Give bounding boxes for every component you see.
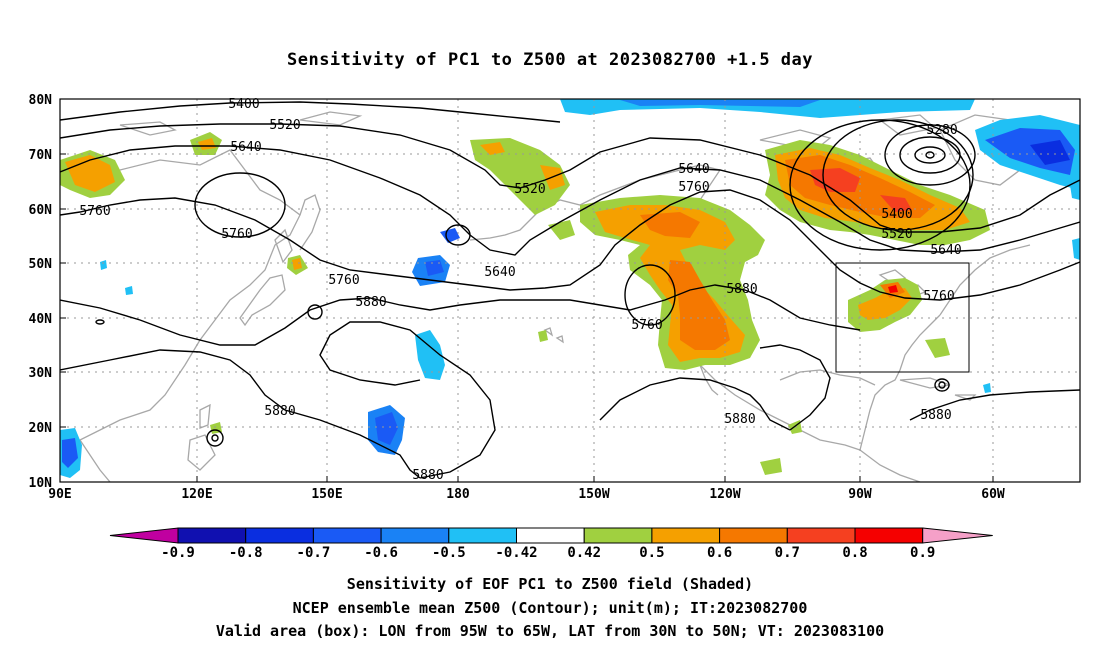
caption-line-2: NCEP ensemble mean Z500 (Contour); unit(… [292,599,808,617]
colorbar-tick-label: -0.7 [296,545,331,561]
colorbar [109,527,993,544]
lon-label: 150E [311,487,342,502]
longitude-labels: 90E 120E 150E 180 150W 120W 90W 60W [48,487,1005,502]
contour-label: 5280 [926,123,957,138]
contour-label: 5520 [514,182,545,197]
contour-label: 5640 [678,162,709,177]
contour-label: 5400 [881,207,912,222]
colorbar-max-arrow [922,527,993,544]
map-frame [59,98,1081,483]
lon-label: 60W [981,487,1005,502]
colorbar-segment [177,527,247,544]
colorbar-tick-label: 0.8 [842,545,868,561]
lat-label: 80N [29,93,53,108]
colorbar-min-arrow [109,527,179,544]
colorbar-tick-label: 0.9 [910,545,936,561]
colorbar-tick-label: -0.6 [364,545,398,561]
colorbar-tick-label: 0.42 [567,545,602,561]
tick-marks [60,98,994,483]
contour-label: 5880 [355,295,386,310]
lon-label: 150W [578,487,609,502]
colorbar-segment [245,527,314,544]
colorbar-tick-label: -0.42 [495,545,538,561]
lon-label: 90E [48,487,71,502]
caption-line-3: Valid area (box): LON from 95W to 65W, L… [215,622,885,640]
colorbar-segment [786,527,856,544]
lon-label: 180 [446,487,470,502]
colorbar-segment [719,527,788,544]
grid-lines [60,99,1080,482]
contour-label: 5760 [678,180,709,195]
caption-line-1: Sensitivity of EOF PC1 to Z500 field (Sh… [346,575,754,593]
colorbar-tick-label: -0.9 [161,545,195,561]
plot-title: Sensitivity of PC1 to Z500 at 2023082700… [286,50,813,70]
latitude-labels: 80N 70N 60N 50N 40N 30N 20N 10N [29,93,53,491]
contour-labels: 5400 5520 5640 5760 5520 5640 5760 5760 … [79,97,961,483]
colorbar-segment [448,527,517,544]
colorbar-segment [380,527,450,544]
z500-contours [60,101,1080,479]
colorbar-segment [854,527,924,544]
lon-label: 90W [848,487,872,502]
colorbar-tick-label: 0.5 [639,545,665,561]
lat-label: 10N [29,476,53,491]
contour-label: 5760 [923,289,954,304]
contour-label: 5640 [930,243,961,258]
colorbar-tick-label: 0.6 [706,545,733,561]
valid-area-box [835,262,970,373]
colorbar-segment [516,527,585,544]
contour-label: 5760 [221,227,252,242]
contour-label: 5520 [881,227,912,242]
contour-label: 5880 [920,408,951,423]
lon-label: 120W [709,487,740,502]
colorbar-segment [583,527,653,544]
lat-label: 70N [29,148,53,163]
contour-label: 5760 [328,273,359,288]
colorbar-tick-label: -0.8 [228,545,263,561]
contour-label: 5400 [228,97,259,112]
lat-label: 50N [29,257,53,272]
colorbar-segment [312,527,382,544]
contour-label: 5520 [269,118,300,133]
lat-label: 60N [29,203,53,218]
contour-label: 5880 [724,412,755,427]
lon-label: 120E [181,487,212,502]
contour-label: 5640 [484,265,515,280]
colorbar-tick-label: -0.5 [431,545,466,561]
contour-label: 5640 [230,140,261,155]
contour-label: 5760 [631,318,662,333]
lat-label: 30N [29,366,53,381]
colorbar-segment [651,527,721,544]
contour-label: 5880 [412,468,443,483]
contour-label: 5880 [726,282,757,297]
colorbar-tick-label: 0.7 [774,545,800,561]
lat-label: 40N [29,312,53,327]
contour-label: 5760 [79,204,110,219]
lat-label: 20N [29,421,53,436]
contour-label: 5880 [264,404,295,419]
